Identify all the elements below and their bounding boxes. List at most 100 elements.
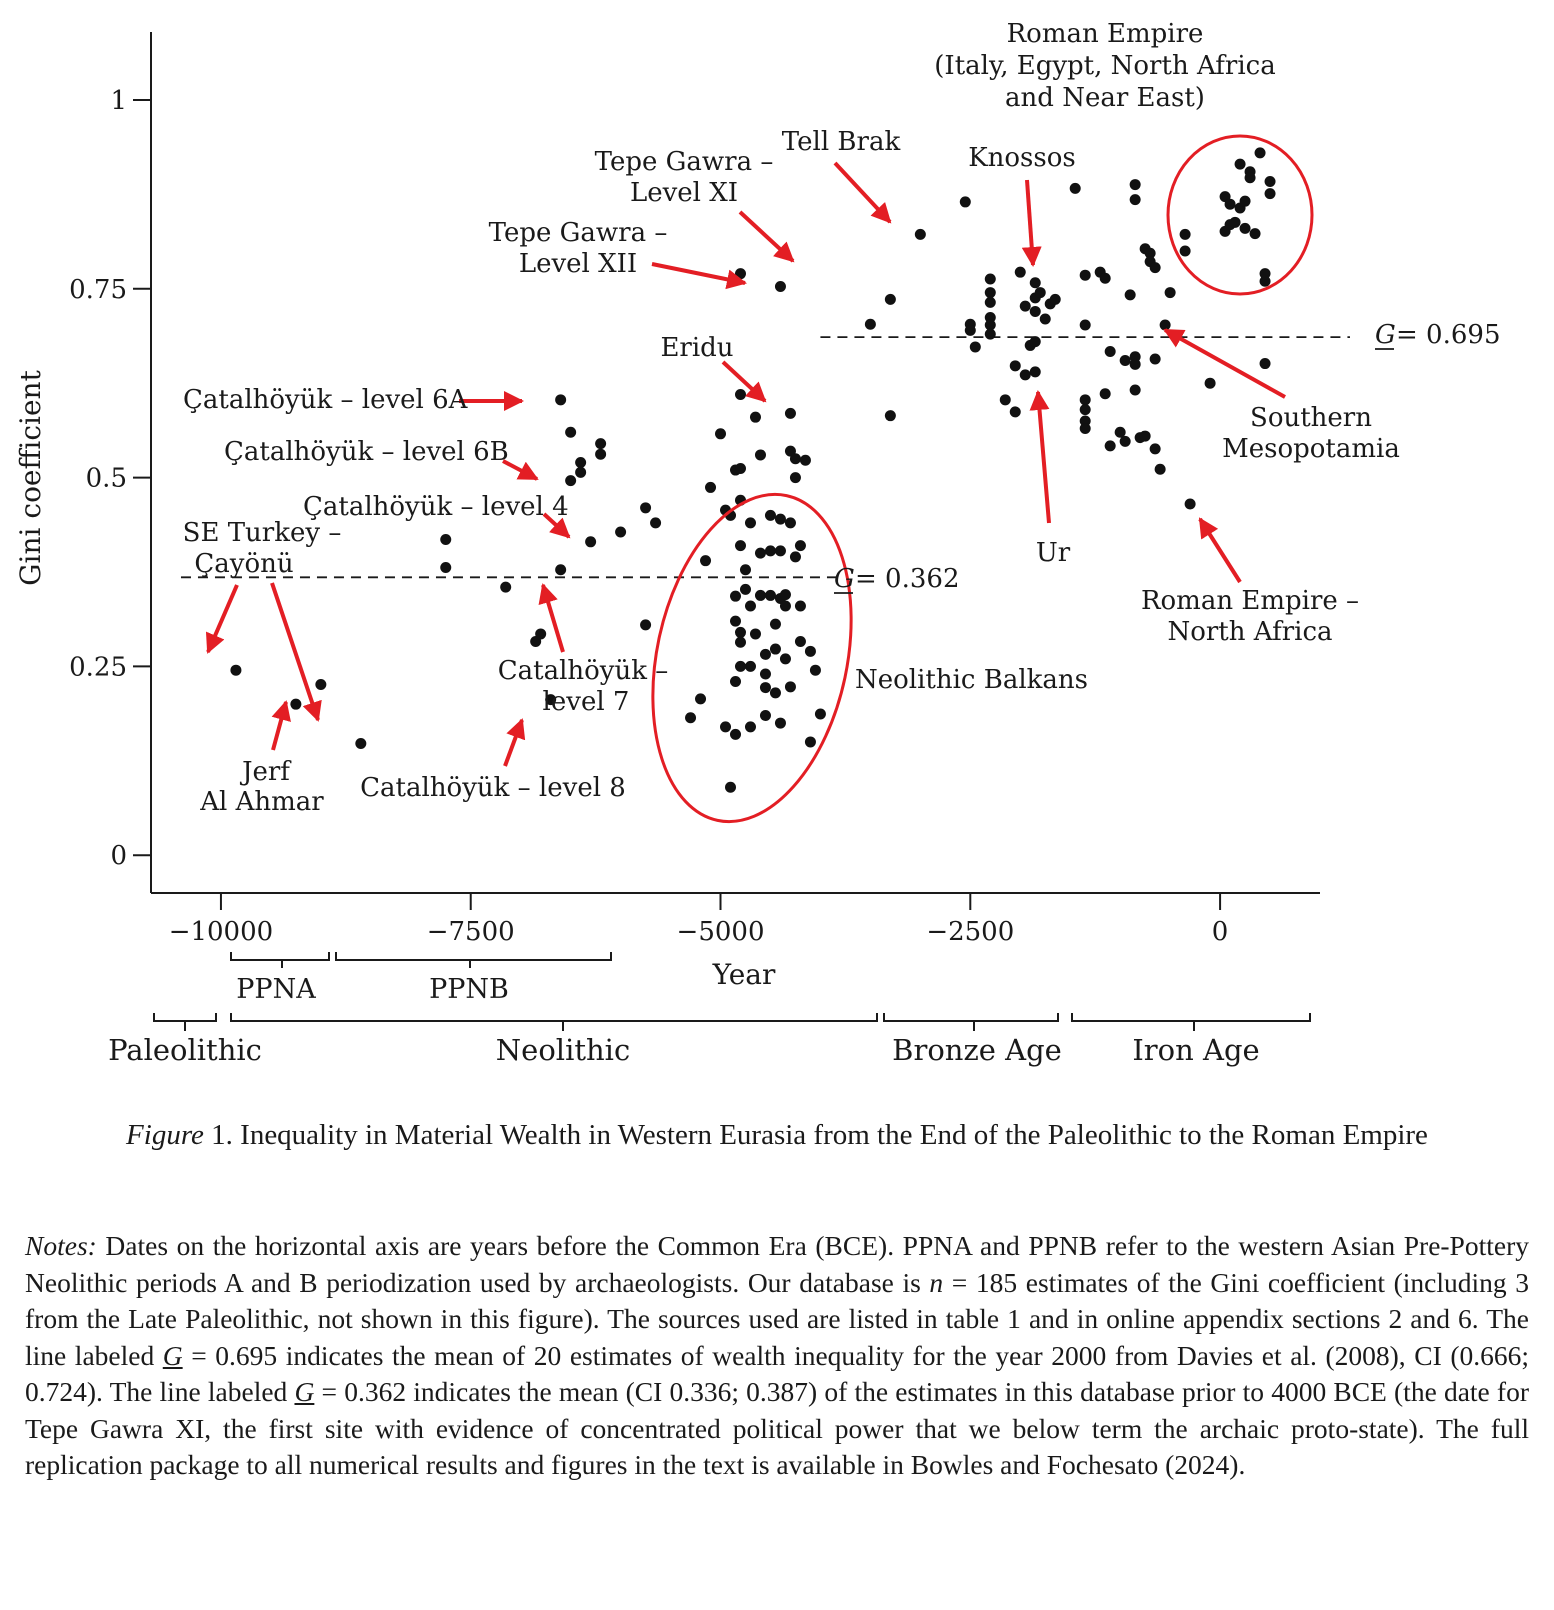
y-ticks: 0 0.25 0.5 0.75 1 xyxy=(69,86,151,871)
data-point xyxy=(804,645,816,657)
data-point xyxy=(1149,262,1161,274)
data-point xyxy=(759,710,771,722)
roman-empire-ellipse xyxy=(1166,134,1314,296)
data-point xyxy=(754,589,766,601)
data-point xyxy=(1179,228,1191,240)
label-jerf-1: Jerf xyxy=(239,757,292,787)
data-point xyxy=(535,628,547,640)
label-cayonu-2: Çayönü xyxy=(194,549,293,579)
label-level-7-2: level 7 xyxy=(543,687,630,717)
data-point xyxy=(734,540,746,552)
data-point xyxy=(789,472,801,484)
data-point xyxy=(759,648,771,660)
data-point xyxy=(545,694,557,706)
data-point xyxy=(744,660,756,672)
data-point xyxy=(804,736,816,748)
data-point xyxy=(1039,313,1051,325)
arrow-tell-brak xyxy=(833,161,892,224)
data-point xyxy=(734,626,746,638)
data-point xyxy=(984,328,996,340)
period-iron-age: Iron Age xyxy=(1132,1033,1259,1067)
data-point xyxy=(1079,423,1091,435)
data-point xyxy=(1099,388,1111,400)
bracket-paleolithic xyxy=(153,1013,217,1031)
data-point xyxy=(1184,498,1196,510)
period-labels: PPNA PPNB Paleolithic Neolithic Bronze A… xyxy=(108,974,1260,1067)
x-tick-label: −5000 xyxy=(677,917,765,947)
data-point xyxy=(799,454,811,466)
data-point xyxy=(789,551,801,563)
data-point xyxy=(1129,179,1141,191)
data-point xyxy=(565,475,577,487)
data-point xyxy=(784,681,796,693)
data-point xyxy=(1149,443,1161,455)
label-level-8: Catalhöyük – level 8 xyxy=(360,773,626,803)
label-ur: Ur xyxy=(1036,538,1071,568)
data-point xyxy=(440,534,452,546)
label-jerf-2: Al Ahmar xyxy=(199,787,324,817)
data-point xyxy=(695,693,707,705)
data-point xyxy=(784,517,796,529)
data-point xyxy=(440,561,452,573)
label-level-7-1: Catalhöyük – xyxy=(498,656,669,686)
label-g-0695-g: G xyxy=(1375,320,1396,350)
arrow-cayonu-left xyxy=(205,584,239,654)
arrow-southern-mesopotamia xyxy=(1163,328,1286,399)
x-tick-label: −7500 xyxy=(427,917,515,947)
notes-part-4: = 0.362 indicates the mean (CI 0.336; 0.… xyxy=(25,1376,1529,1480)
data-point xyxy=(1164,287,1176,299)
data-point xyxy=(734,660,746,672)
data-point xyxy=(984,296,996,308)
data-point xyxy=(884,293,896,305)
neolithic-balkans-ellipse xyxy=(651,492,853,824)
label-cayonu-1: SE Turkey – xyxy=(183,518,342,548)
label-tepe-gawra-xi-1: Tepe Gawra – xyxy=(595,147,774,177)
y-tick-label: 0 xyxy=(110,841,127,871)
notes-g-2: G xyxy=(294,1376,315,1407)
arrow-level-4 xyxy=(542,512,571,539)
data-point xyxy=(1029,305,1041,317)
data-point xyxy=(1049,293,1061,305)
data-point xyxy=(754,449,766,461)
data-point xyxy=(914,228,926,240)
data-point xyxy=(769,618,781,630)
data-point xyxy=(315,679,327,691)
data-point xyxy=(1029,366,1041,378)
data-point xyxy=(789,453,801,465)
data-point xyxy=(1144,247,1156,259)
scatter-chart: 0 0.25 0.5 0.75 1 −10000 −7500 −5000 −2500 0 Gin… xyxy=(14,19,1501,1067)
data-point xyxy=(1264,188,1276,200)
label-g-0695-value: = 0.695 xyxy=(1396,320,1500,350)
data-point xyxy=(774,717,786,729)
arrow-level-6b xyxy=(502,459,539,481)
data-point xyxy=(964,324,976,336)
period-bronze-age: Bronze Age xyxy=(892,1033,1062,1067)
data-point xyxy=(1224,198,1236,210)
data-point xyxy=(814,708,826,720)
data-point xyxy=(999,394,1011,406)
data-point xyxy=(1259,268,1271,280)
notes-part-3: = 0.695 indicates the mean of 20 estimat… xyxy=(25,1339,1529,1408)
data-point xyxy=(730,728,741,740)
arrow-jerf xyxy=(271,700,291,751)
figure-caption-text: 1. Inequality in Material Wealth in West… xyxy=(203,1119,1428,1151)
data-point xyxy=(984,311,996,323)
data-point xyxy=(1129,194,1141,206)
data-point xyxy=(864,318,876,330)
bracket-ppna xyxy=(230,952,330,968)
x-tick-label: 0 xyxy=(1212,917,1229,947)
bracket-neolithic xyxy=(230,1013,878,1031)
data-point xyxy=(685,712,697,724)
data-point xyxy=(734,636,746,648)
label-eridu: Eridu xyxy=(660,333,733,363)
annotation-labels: Roman Empire (Italy, Egypt, North Africa… xyxy=(183,19,1501,817)
arrow-tepe-gawra-xii xyxy=(651,262,747,290)
period-brackets xyxy=(153,952,1311,1031)
notes-n: n xyxy=(929,1266,944,1298)
data-point xyxy=(230,664,242,676)
data-point xyxy=(1079,404,1091,416)
data-point xyxy=(1244,172,1256,184)
y-axis-label: Gini coefficient xyxy=(14,369,47,585)
data-point xyxy=(984,319,996,331)
data-point xyxy=(1179,245,1191,257)
